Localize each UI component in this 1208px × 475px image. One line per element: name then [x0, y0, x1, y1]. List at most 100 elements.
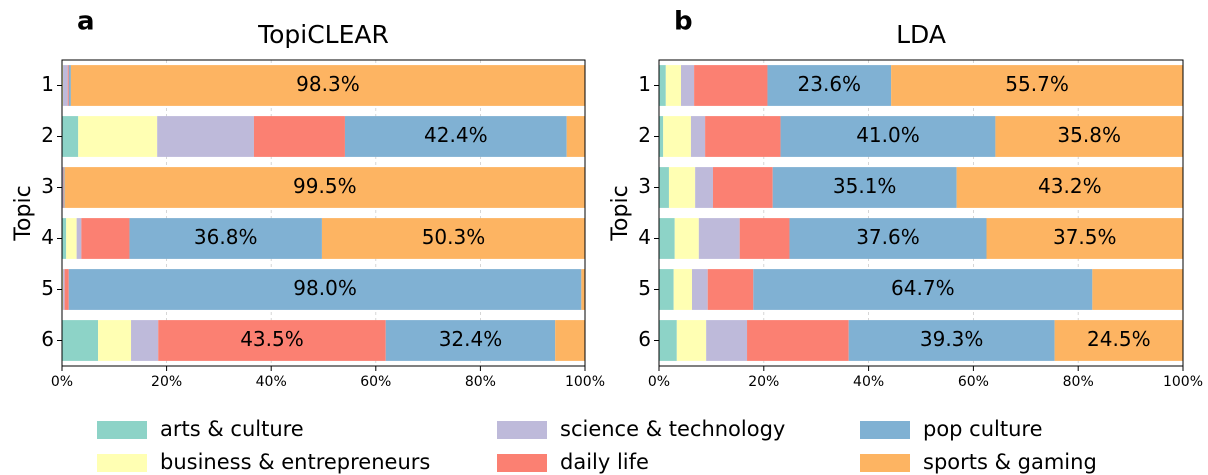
value-label: 43.2% [1038, 174, 1102, 198]
bar-segment [707, 269, 754, 310]
bar-segment [62, 116, 79, 157]
legend-label: arts & culture [160, 417, 304, 441]
value-label: 23.6% [798, 72, 862, 96]
bar-segment [253, 116, 345, 157]
bar-segment [385, 320, 556, 361]
bar-segment [70, 65, 586, 106]
legend-swatch [497, 421, 547, 439]
legend-swatch [97, 421, 147, 439]
bar-segment [986, 218, 1183, 259]
chart-title: TopiCLEAR [257, 20, 389, 49]
value-label: 43.5% [240, 327, 304, 351]
value-label: 98.3% [296, 72, 360, 96]
y-tick-label: 5 [638, 276, 651, 300]
chart-title: LDA [896, 20, 946, 49]
bar-segment [695, 167, 713, 208]
bar-segment [62, 320, 99, 361]
value-label: 32.4% [439, 327, 503, 351]
y-tick-label: 3 [638, 174, 651, 198]
bar-segment [64, 167, 586, 208]
bar-segment [747, 320, 849, 361]
bar-segment [68, 269, 582, 310]
value-label: 98.0% [293, 276, 357, 300]
bar-segment [995, 116, 1183, 157]
y-tick-label: 4 [638, 225, 651, 249]
y-tick-label: 1 [41, 72, 54, 96]
x-tick-label: 60% [958, 374, 989, 390]
bar-segment [739, 218, 790, 259]
bar-segment [780, 116, 996, 157]
bar-segment [694, 65, 768, 106]
bar-segment [566, 116, 585, 157]
bar-segment [692, 269, 708, 310]
x-tick-label: 60% [360, 374, 391, 390]
bar-segment [63, 269, 65, 310]
bar-segment [665, 65, 682, 106]
bar-segment [956, 167, 1183, 208]
bar-segment [344, 116, 567, 157]
x-tick-label: 100% [1163, 374, 1203, 390]
bar-segment [659, 269, 674, 310]
bar-segment [131, 320, 159, 361]
bar-segment [659, 167, 669, 208]
y-tick-label: 4 [41, 225, 54, 249]
y-axis-label: Topic [11, 185, 36, 241]
x-tick-label: 80% [465, 374, 496, 390]
legend-swatch [97, 454, 147, 472]
value-label: 99.5% [293, 174, 357, 198]
y-axis-label: Topic [608, 185, 633, 241]
bar-segment [63, 167, 64, 208]
bar-segment [62, 269, 64, 310]
bar-segment [81, 218, 130, 259]
y-tick-label: 6 [638, 327, 651, 351]
legend-swatch [860, 454, 910, 472]
bar-segment [659, 320, 677, 361]
bar-segment [753, 269, 1093, 310]
bar-segment [129, 218, 322, 259]
bar-segment [581, 269, 585, 310]
plot-frame [61, 59, 586, 367]
bar-segment [63, 65, 68, 106]
bar-segment [698, 218, 740, 259]
legend-swatch [497, 454, 547, 472]
y-tick-label: 1 [638, 72, 651, 96]
bar-segment [98, 320, 132, 361]
legend-label: pop culture [923, 417, 1043, 441]
bar-segment [690, 116, 706, 157]
bar-segment [663, 116, 691, 157]
bar-segment [848, 320, 1055, 361]
value-label: 42.4% [424, 123, 488, 147]
bar-segment [63, 167, 65, 208]
bar-segment [64, 269, 69, 310]
value-label: 55.7% [1005, 72, 1069, 96]
value-label: 36.8% [194, 225, 258, 249]
bar-segment [62, 167, 64, 208]
value-label: 35.1% [833, 174, 897, 198]
bar-segment [62, 65, 64, 106]
bar-segment [157, 116, 254, 157]
bar-segment [681, 65, 695, 106]
bar-segment [673, 269, 693, 310]
bar-segment [158, 320, 386, 361]
x-tick-label: 0% [51, 374, 73, 390]
y-tick-label: 3 [41, 174, 54, 198]
bar-segment [891, 65, 1183, 106]
bar-segment [1054, 320, 1183, 361]
bar-segment [706, 320, 748, 361]
legend-swatch [860, 421, 910, 439]
value-label: 39.3% [920, 327, 984, 351]
x-tick-label: 20% [748, 374, 779, 390]
bar-segment [68, 65, 71, 106]
x-tick-label: 80% [1063, 374, 1094, 390]
bar-segment [1092, 269, 1183, 310]
x-tick-label: 100% [565, 374, 605, 390]
legend-label: sports & gaming [923, 450, 1097, 474]
bar-segment [767, 65, 892, 106]
x-tick-label: 0% [648, 374, 670, 390]
bar-segment [76, 218, 82, 259]
legend-label: business & entrepreneurs [160, 450, 430, 474]
panel-label: a [77, 7, 95, 37]
bar-segment [659, 116, 664, 157]
y-tick-label: 2 [638, 123, 651, 147]
